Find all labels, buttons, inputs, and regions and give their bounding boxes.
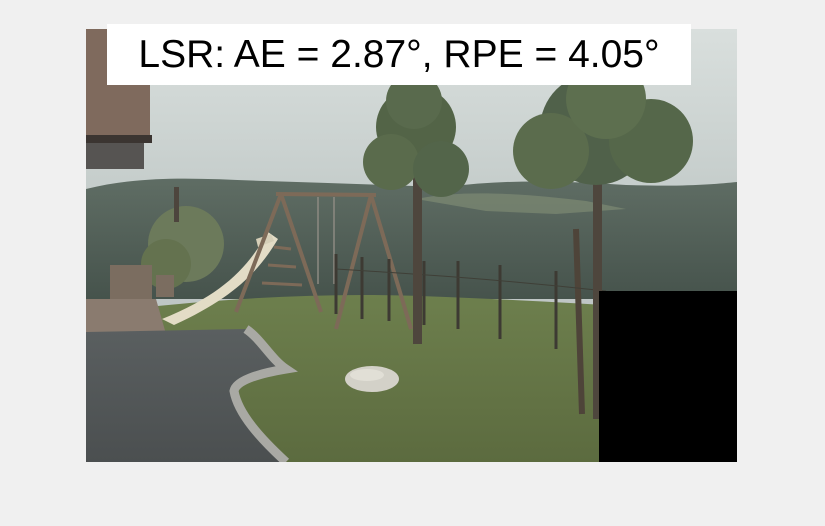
fence: [334, 228, 585, 415]
scene-photo: [86, 29, 737, 462]
far-fields: [416, 193, 626, 214]
swing-set: [234, 192, 413, 330]
patio: [86, 299, 166, 334]
house-balcony: [86, 143, 144, 169]
garden-furniture: [110, 265, 152, 299]
house-roof-edge: [86, 135, 152, 143]
central-tree: [363, 73, 469, 344]
figure-title: LSR: AE = 2.87°, RPE = 4.05°: [138, 33, 660, 76]
black-mask: [599, 291, 737, 462]
curb: [229, 325, 298, 462]
road: [86, 329, 286, 462]
title-box: LSR: AE = 2.87°, RPE = 4.05°: [107, 24, 691, 85]
scene-illustration: [86, 29, 737, 462]
right-tree: [513, 59, 693, 419]
